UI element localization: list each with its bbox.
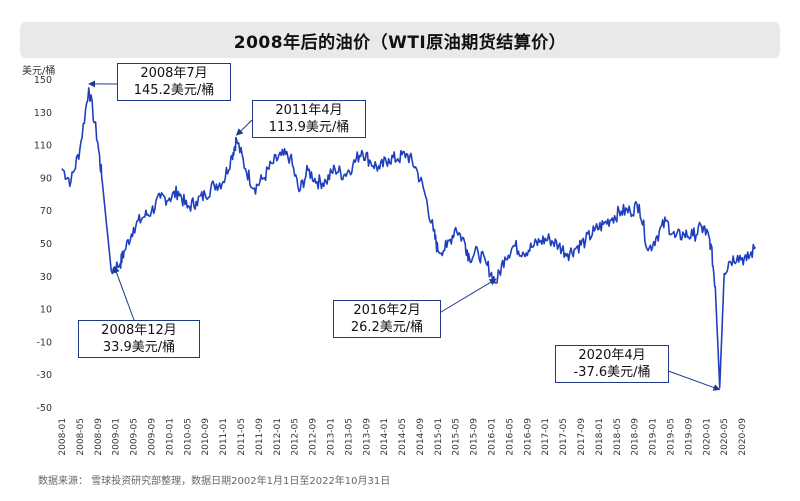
price-line xyxy=(61,87,757,389)
annotation-value: 113.9美元/桶 xyxy=(268,120,350,135)
x-tick-label: 2015-05 xyxy=(452,418,462,456)
x-tick-label: 2014-05 xyxy=(398,418,408,456)
annotation-value: 26.2美元/桶 xyxy=(350,320,424,335)
x-tick-label: 2014-01 xyxy=(380,418,390,456)
x-tick-label: 2017-09 xyxy=(577,418,587,456)
annotation-value: 33.9美元/桶 xyxy=(102,340,176,355)
x-tick-label: 2017-01 xyxy=(541,418,551,456)
y-tick-label: -50 xyxy=(36,403,52,414)
x-tick-label: 2013-09 xyxy=(362,418,372,456)
x-tick-label: 2019-05 xyxy=(667,418,677,456)
x-tick-label: 2011-05 xyxy=(237,418,247,456)
x-tick-label: 2018-09 xyxy=(631,418,641,456)
x-tick-label: 2016-09 xyxy=(523,418,533,456)
y-axis-label: 美元/桶 xyxy=(22,64,55,77)
annotation-date: 2020年4月 xyxy=(578,348,646,363)
x-tick-label: 2016-05 xyxy=(505,418,515,456)
x-tick-label: 2019-01 xyxy=(649,418,659,456)
x-tick-label: 2015-01 xyxy=(434,418,444,456)
annotation-2011-04: 2011年4月 113.9美元/桶 xyxy=(252,100,366,138)
x-tick-label: 2018-05 xyxy=(613,418,623,456)
x-tick-label: 2017-05 xyxy=(559,418,569,456)
x-tick-label: 2010-09 xyxy=(201,418,211,456)
x-tick-label: 2014-09 xyxy=(416,418,426,456)
annotation-2020-04: 2020年4月 -37.6美元/桶 xyxy=(555,345,669,383)
y-tick-label: 10 xyxy=(40,305,52,316)
annotation-date: 2011年4月 xyxy=(275,103,343,118)
annotation-arrow xyxy=(113,265,135,321)
x-tick-label: 2020-01 xyxy=(702,418,712,456)
x-tick-label: 2008-09 xyxy=(94,418,104,456)
annotation-value: 145.2美元/桶 xyxy=(133,83,215,98)
annotation-2008-12: 2008年12月 33.9美元/桶 xyxy=(78,320,200,358)
chart-title: 2008年后的油价（WTI原油期货结算价） xyxy=(233,32,567,53)
data-source-note: 数据来源： 雪球投资研究部整理，数据日期2002年1月1日至2022年10月31… xyxy=(38,476,391,487)
x-tick-label: 2010-01 xyxy=(165,418,175,456)
x-tick-label: 2011-01 xyxy=(219,418,229,456)
y-tick-label: 110 xyxy=(34,141,52,152)
annotation-date: 2016年2月 xyxy=(353,303,421,318)
y-tick-label: 30 xyxy=(40,272,52,283)
annotation-date: 2008年7月 xyxy=(140,66,208,81)
annotation-arrow xyxy=(430,278,497,319)
y-tick-label: -10 xyxy=(36,337,52,348)
annotation-arrow xyxy=(659,367,721,391)
x-tick-label: 2013-01 xyxy=(326,418,336,456)
x-tick-label: 2015-09 xyxy=(470,418,480,456)
x-tick-label: 2016-01 xyxy=(488,418,498,456)
annotation-2016-02: 2016年2月 26.2美元/桶 xyxy=(333,300,441,338)
x-tick-label: 2011-09 xyxy=(255,418,265,456)
y-tick-label: 70 xyxy=(40,206,52,217)
chart-title-bar: 2008年后的油价（WTI原油期货结算价） xyxy=(20,22,780,58)
annotation-2008-07: 2008年7月 145.2美元/桶 xyxy=(117,63,231,101)
x-tick-label: 2008-05 xyxy=(76,418,86,456)
x-tick-label: 2020-09 xyxy=(738,418,748,456)
annotation-date: 2008年12月 xyxy=(101,323,177,338)
x-tick-label: 2012-05 xyxy=(291,418,301,456)
x-tick-label: 2009-09 xyxy=(147,418,157,456)
x-tick-label: 2019-09 xyxy=(684,418,694,456)
x-tick-label: 2010-05 xyxy=(183,418,193,456)
x-tick-label: 2020-05 xyxy=(720,418,730,456)
x-tick-label: 2013-05 xyxy=(344,418,354,456)
y-tick-label: 150 xyxy=(34,75,52,86)
x-tick-label: 2009-05 xyxy=(130,418,140,456)
x-tick-label: 2012-09 xyxy=(309,418,319,456)
annotation-arrow xyxy=(236,119,253,136)
y-tick-label: 50 xyxy=(40,239,52,250)
y-tick-label: 90 xyxy=(40,173,52,184)
y-tick-label: 130 xyxy=(34,108,52,119)
x-tick-label: 2009-01 xyxy=(112,418,122,456)
annotation-value: -37.6美元/桶 xyxy=(573,365,651,380)
x-tick-label: 2008-01 xyxy=(58,418,68,456)
x-tick-label: 2018-01 xyxy=(595,418,605,456)
x-tick-label: 2012-01 xyxy=(273,418,283,456)
y-tick-label: -30 xyxy=(36,370,52,381)
